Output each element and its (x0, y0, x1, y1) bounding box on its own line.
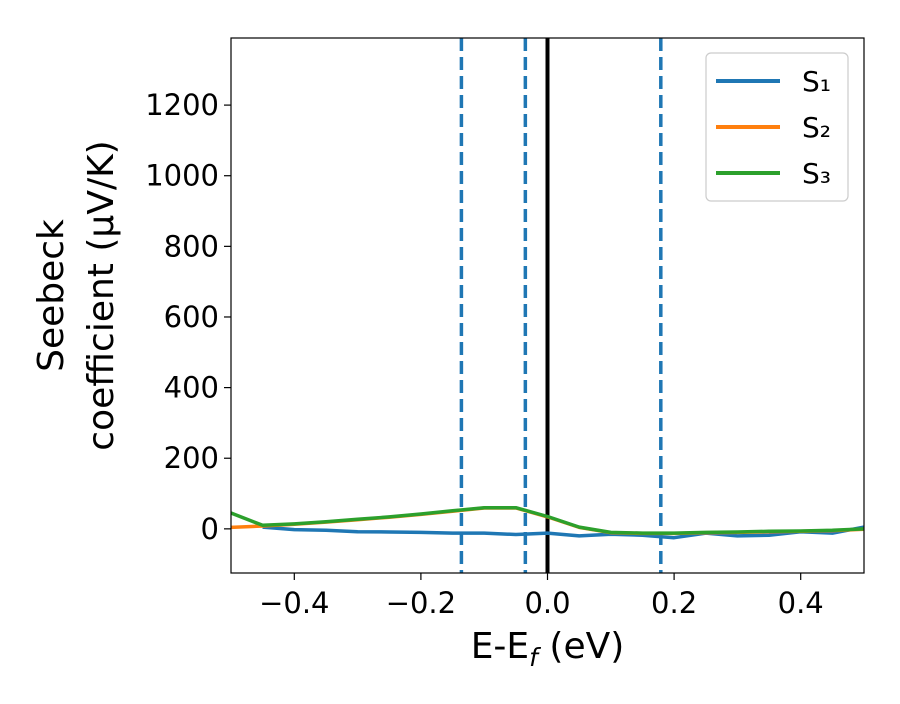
y-tick-label: 400 (164, 371, 219, 405)
x-tick-label: 0.0 (524, 586, 570, 620)
y-tick-label: 800 (164, 229, 219, 263)
legend-label: S₃ (802, 157, 831, 190)
x-axis-label-part: E-E (471, 626, 529, 667)
x-tick-label: −0.4 (259, 586, 329, 620)
series-line (231, 505, 864, 535)
x-axis-label-part: (eV) (538, 626, 624, 667)
x-axis-label: E-Ef (eV) (471, 626, 625, 672)
plot-frame (230, 37, 865, 574)
x-tick-label: −0.2 (386, 586, 456, 620)
y-axis-label: coefficient (μV/K) (81, 140, 122, 450)
y-tick-label: 0 (201, 512, 219, 546)
x-tick-label: 0.2 (651, 586, 697, 620)
y-axis-label: Seebeck (31, 219, 72, 372)
series-line (262, 525, 864, 540)
y-tick-label: 600 (164, 300, 219, 334)
y-tick-label: 200 (164, 441, 219, 475)
legend-label: S₁ (802, 65, 831, 98)
y-tick-label: 1200 (145, 88, 219, 122)
x-tick-label: 0.4 (778, 586, 824, 620)
legend-label: S₂ (802, 111, 831, 144)
y-tick-label: 1000 (145, 159, 219, 193)
